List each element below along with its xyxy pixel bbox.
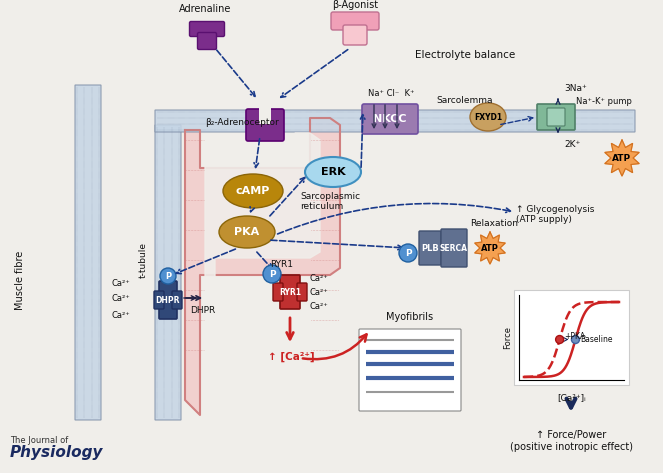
Text: cAMP: cAMP: [236, 186, 271, 196]
Text: Ca²⁺: Ca²⁺: [111, 279, 130, 288]
Text: PKA: PKA: [235, 227, 260, 237]
Circle shape: [263, 265, 281, 283]
Ellipse shape: [219, 216, 275, 248]
Text: ↑ Glycogenolysis
(ATP supply): ↑ Glycogenolysis (ATP supply): [516, 205, 594, 224]
FancyBboxPatch shape: [172, 291, 182, 309]
Text: Physiology: Physiology: [10, 445, 103, 460]
Text: Force: Force: [503, 326, 512, 349]
Text: Relaxation: Relaxation: [470, 219, 518, 228]
Text: ↑ Force/Power
(positive inotropic effect): ↑ Force/Power (positive inotropic effect…: [509, 430, 633, 452]
Polygon shape: [475, 232, 505, 264]
Text: t-tubule: t-tubule: [139, 242, 147, 278]
Text: RYR1: RYR1: [279, 288, 301, 297]
FancyBboxPatch shape: [280, 275, 300, 309]
FancyBboxPatch shape: [190, 21, 225, 36]
Text: ATP: ATP: [613, 154, 632, 163]
FancyBboxPatch shape: [343, 25, 367, 45]
Text: SERCA: SERCA: [440, 244, 468, 253]
FancyBboxPatch shape: [362, 104, 418, 134]
Circle shape: [556, 335, 564, 343]
Text: 2K⁺: 2K⁺: [564, 140, 580, 149]
Ellipse shape: [223, 174, 283, 208]
Text: DHPR: DHPR: [156, 296, 180, 305]
Text: RYR1: RYR1: [270, 260, 293, 269]
Text: [Ca²⁺]ᵢ: [Ca²⁺]ᵢ: [557, 393, 586, 402]
Text: 3Na⁺: 3Na⁺: [564, 84, 587, 93]
FancyBboxPatch shape: [331, 12, 379, 30]
Polygon shape: [205, 133, 320, 398]
Text: DHPR: DHPR: [190, 306, 215, 315]
FancyBboxPatch shape: [154, 291, 164, 309]
Circle shape: [160, 268, 176, 284]
Text: Ca²⁺: Ca²⁺: [310, 288, 329, 297]
FancyBboxPatch shape: [259, 107, 271, 124]
Text: Ca²⁺: Ca²⁺: [111, 294, 130, 303]
Text: ATP: ATP: [481, 244, 499, 253]
FancyBboxPatch shape: [419, 231, 441, 265]
Text: Sarcoplasmic
reticulum: Sarcoplasmic reticulum: [300, 192, 360, 211]
Text: β₂-Adrenoceptor: β₂-Adrenoceptor: [205, 117, 278, 126]
Text: P: P: [165, 272, 171, 280]
Text: Muscle fibre: Muscle fibre: [15, 250, 25, 310]
Polygon shape: [605, 140, 639, 176]
FancyBboxPatch shape: [441, 229, 467, 267]
Text: P: P: [404, 248, 411, 257]
FancyBboxPatch shape: [155, 125, 181, 420]
Text: Na⁺-K⁺ pump: Na⁺-K⁺ pump: [576, 96, 632, 105]
FancyBboxPatch shape: [198, 33, 217, 50]
Text: P: P: [269, 270, 275, 279]
FancyBboxPatch shape: [547, 108, 565, 126]
FancyBboxPatch shape: [155, 110, 635, 132]
FancyBboxPatch shape: [297, 283, 307, 301]
Text: Myofibrils: Myofibrils: [387, 312, 434, 322]
Ellipse shape: [470, 103, 506, 131]
Text: β-Agonist: β-Agonist: [332, 0, 378, 10]
FancyBboxPatch shape: [159, 281, 177, 319]
FancyBboxPatch shape: [514, 290, 629, 385]
Text: The Journal of: The Journal of: [10, 436, 68, 445]
Text: Sarcolemma: Sarcolemma: [436, 96, 493, 105]
Text: Adrenaline: Adrenaline: [179, 4, 231, 14]
Ellipse shape: [305, 157, 361, 187]
Text: Na⁺ Cl⁻  K⁺: Na⁺ Cl⁻ K⁺: [368, 89, 414, 98]
Circle shape: [572, 335, 579, 343]
Polygon shape: [185, 118, 340, 415]
FancyBboxPatch shape: [75, 85, 101, 420]
Text: PLB: PLB: [421, 244, 439, 253]
Text: Electrolyte balance: Electrolyte balance: [415, 50, 515, 60]
Text: FXYD1: FXYD1: [474, 113, 502, 122]
Text: Baseline: Baseline: [581, 335, 613, 344]
Circle shape: [399, 244, 417, 262]
FancyBboxPatch shape: [273, 283, 283, 301]
Text: +PKA: +PKA: [565, 332, 585, 341]
Text: Ca²⁺: Ca²⁺: [310, 273, 329, 282]
FancyBboxPatch shape: [246, 109, 284, 141]
Text: ↑ [Ca²⁺]: ↑ [Ca²⁺]: [268, 352, 315, 362]
Text: ERK: ERK: [321, 167, 345, 177]
Text: Ca²⁺: Ca²⁺: [111, 310, 130, 319]
Text: NKCC: NKCC: [373, 114, 406, 124]
FancyBboxPatch shape: [537, 104, 575, 130]
Text: Ca²⁺: Ca²⁺: [310, 301, 329, 310]
FancyBboxPatch shape: [359, 329, 461, 411]
